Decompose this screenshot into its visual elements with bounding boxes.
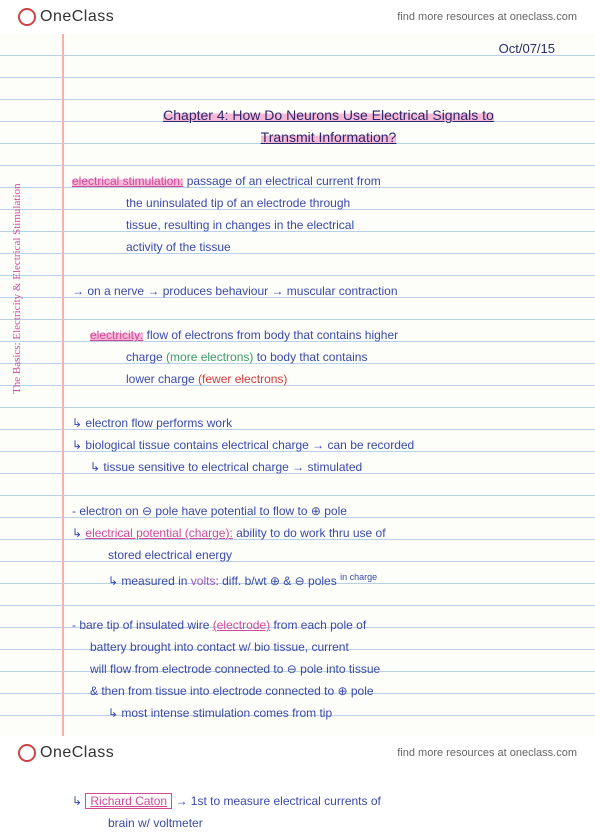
bullet-nerve: → on a nerve → produces behaviour → musc… xyxy=(72,280,585,302)
logo-footer-text: OneClass xyxy=(40,744,114,762)
def1-line2: the uninsulated tip of an electrode thro… xyxy=(72,192,585,214)
bullet-stored-energy: stored electrical energy xyxy=(72,544,585,566)
bullet-pole-potential: - electron on ⊖ pole have potential to f… xyxy=(72,500,585,522)
bullet-flow1: will flow from electrode connected to ⊖ … xyxy=(72,658,585,680)
logo-icon xyxy=(18,8,36,26)
logo: OneClass xyxy=(18,8,114,26)
footer-tagline-link[interactable]: find more resources at oneclass.com xyxy=(397,747,577,759)
bullet-volts: ↳ measured in volts: diff. b/wt ⊕ & ⊖ po… xyxy=(72,566,585,592)
bullet-electrical-potential: ↳ electrical potential (charge): ability… xyxy=(72,522,585,544)
def1-line4: activity of the tissue xyxy=(72,236,585,258)
logo-footer-icon xyxy=(18,744,36,762)
bullet-bio-tissue: ↳ biological tissue contains electrical … xyxy=(72,434,585,456)
notebook-page: Oct/07/15 Chapter 4: How Do Neurons Use … xyxy=(0,34,595,736)
def2-label: electricity: xyxy=(90,328,143,342)
caton-name: Richard Caton xyxy=(85,793,172,809)
def2-line2: charge (more electrons) to body that con… xyxy=(72,346,585,368)
note-in-charge: in charge xyxy=(340,572,377,582)
def-electrical-stimulation: electrical stimulation: passage of an el… xyxy=(72,170,585,192)
logo-footer: OneClass xyxy=(18,744,114,762)
bottom-bar: OneClass find more resources at oneclass… xyxy=(0,736,595,770)
logo-text: OneClass xyxy=(40,8,114,26)
bullet-electron-flow: ↳ electron flow performs work xyxy=(72,412,585,434)
title-line2: Transmit Information? xyxy=(261,129,397,145)
bullet-intense-tip: ↳ most intense stimulation comes from ti… xyxy=(72,702,585,724)
chapter-title: Chapter 4: How Do Neurons Use Electrical… xyxy=(72,104,585,148)
date-text: Oct/07/15 xyxy=(72,38,585,60)
margin-side-label: The Basics: Electricity & Electrical Sti… xyxy=(6,184,28,394)
bullet-battery: battery brought into contact w/ bio tiss… xyxy=(72,636,585,658)
bullet-electrode: - bare tip of insulated wire (electrode)… xyxy=(72,614,585,636)
bullet-flow2: & then from tissue into electrode connec… xyxy=(72,680,585,702)
title-line1: Chapter 4: How Do Neurons Use Electrical… xyxy=(163,107,494,123)
bullet-tissue-sensitive: ↳ tissue sensitive to electrical charge … xyxy=(72,456,585,478)
bullet-voltmeter: brain w/ voltmeter xyxy=(72,812,585,834)
def1-label: electrical stimulation: xyxy=(72,174,183,188)
def1-line3: tissue, resulting in changes in the elec… xyxy=(72,214,585,236)
top-bar: OneClass find more resources at oneclass… xyxy=(0,0,595,34)
def2-line3: lower charge (fewer electrons) xyxy=(72,368,585,390)
bullet-caton: ↳ Richard Caton → 1st to measure electri… xyxy=(72,790,585,812)
tagline-link[interactable]: find more resources at oneclass.com xyxy=(397,11,577,23)
def-electricity: electricity: flow of electrons from body… xyxy=(72,324,585,346)
